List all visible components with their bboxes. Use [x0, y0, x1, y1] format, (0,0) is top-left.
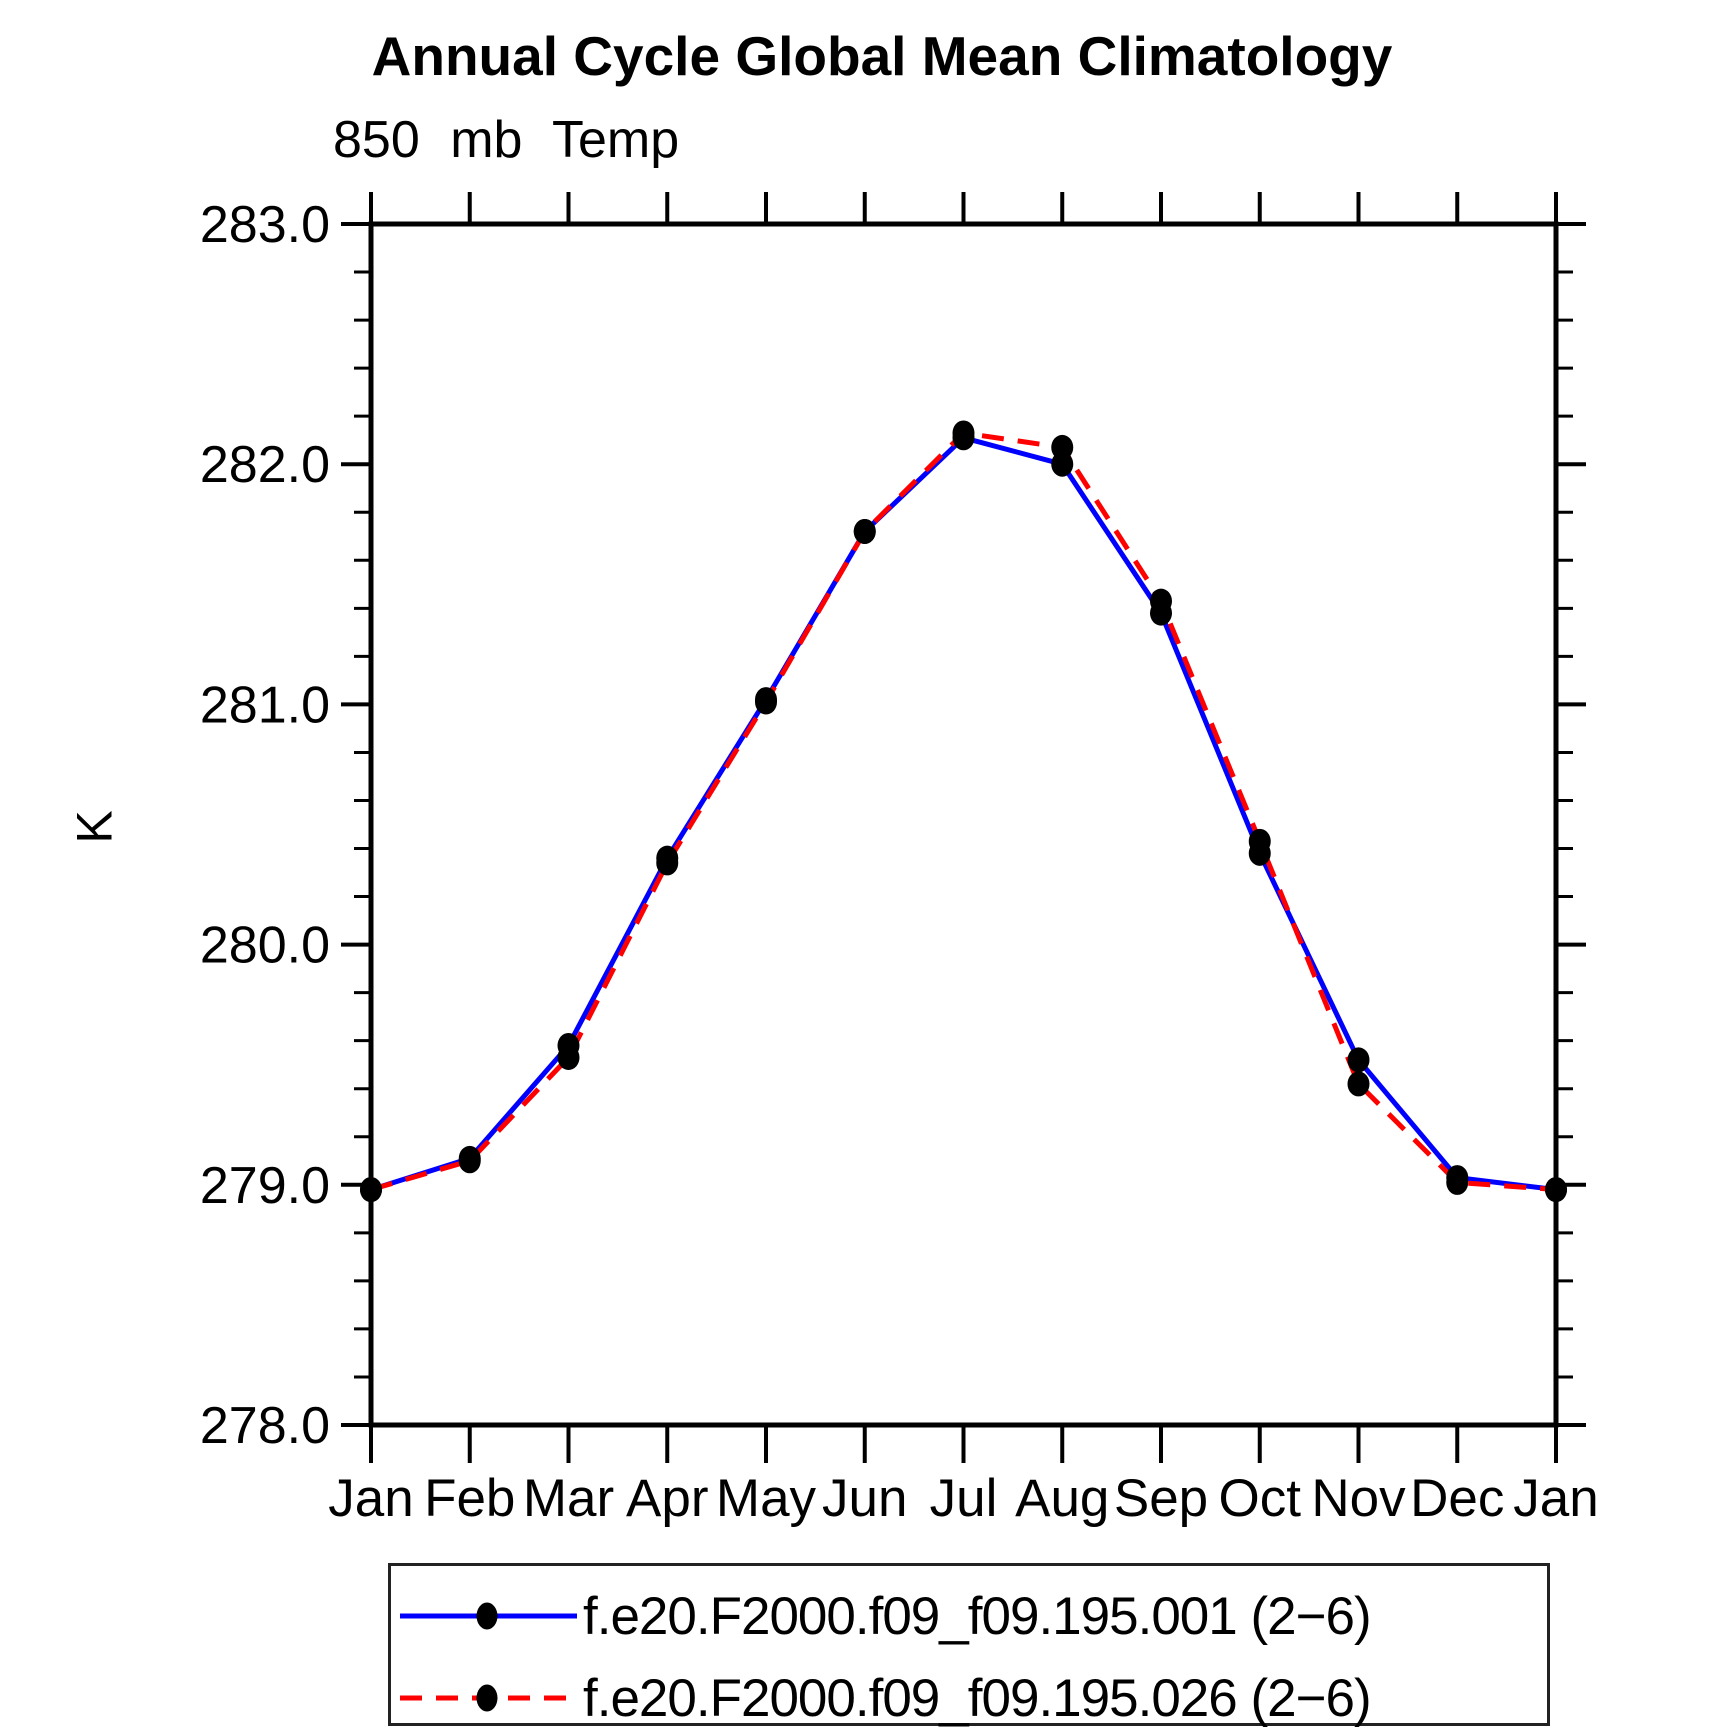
- x-axis-tick-label: Sep: [1114, 1469, 1208, 1528]
- x-axis-tick-label: Jan: [328, 1469, 413, 1528]
- chart-subtitle: 850 mb Temp: [333, 111, 680, 169]
- data-point-marker-series-1: [1347, 1071, 1370, 1097]
- legend: f.e20.F2000.f09_f09.195.001 (2−6) f.e20.…: [388, 1563, 1550, 1728]
- data-point-marker-series-1: [656, 850, 679, 876]
- data-point-marker-series-1: [1446, 1169, 1469, 1195]
- legend-entry: f.e20.F2000.f09_f09.195.026 (2−6): [397, 1669, 1372, 1728]
- data-point-marker-series-1: [1545, 1177, 1567, 1203]
- x-axis-tick-label: Jan: [1513, 1469, 1598, 1528]
- series-line-1: [370, 430, 1557, 1193]
- legend-label: f.e20.F2000.f09_f09.195.001 (2−6): [583, 1586, 1372, 1646]
- y-axis-tick-label: 278.0: [200, 1397, 330, 1455]
- x-axis-tick-label: Jul: [930, 1469, 998, 1528]
- y-axis-tick-label: 281.0: [200, 676, 330, 734]
- chart-title: Annual Cycle Global Mean Climatology: [371, 25, 1393, 87]
- data-point-marker-series-1: [853, 518, 876, 544]
- y-axis-tick-label: 279.0: [200, 1157, 330, 1215]
- x-axis-tick-label: Mar: [523, 1469, 614, 1528]
- x-axis-tick-label: Apr: [626, 1469, 708, 1528]
- data-point-marker-series-1: [360, 1177, 382, 1203]
- data-point-marker-series-1: [952, 420, 975, 446]
- x-axis-tick-label: Aug: [1015, 1469, 1109, 1528]
- legend-entry: f.e20.F2000.f09_f09.195.001 (2−6): [397, 1587, 1372, 1646]
- x-axis-tick-label: Dec: [1410, 1469, 1504, 1528]
- data-point-marker-series-1: [458, 1148, 481, 1174]
- y-axis-tick-label: 282.0: [200, 436, 330, 494]
- data-point-marker-series-1: [557, 1044, 580, 1070]
- x-axis-tick-label: Oct: [1219, 1469, 1302, 1528]
- data-point-marker-series-0: [1347, 1047, 1370, 1073]
- plot-frame: [368, 221, 1559, 1428]
- legend-marker-icon: [476, 1684, 498, 1712]
- y-axis-tick-label: 280.0: [200, 917, 330, 975]
- x-axis-tick-label: May: [716, 1469, 817, 1528]
- legend-label: f.e20.F2000.f09_f09.195.026 (2−6): [583, 1668, 1372, 1728]
- data-point-marker-series-1: [1248, 828, 1271, 854]
- legend-line-sample: [400, 1684, 577, 1712]
- data-point-marker-series-1: [755, 689, 777, 715]
- x-axis-tick-label: Feb: [424, 1469, 515, 1528]
- x-axis-tick-label: Jun: [822, 1469, 907, 1528]
- data-point-marker-series-1: [1150, 588, 1172, 614]
- legend-marker-icon: [476, 1602, 498, 1630]
- data-point-marker-series-1: [1051, 434, 1074, 460]
- x-axis-tick-label: Nov: [1311, 1469, 1406, 1528]
- y-axis-tick-label: 283.0: [200, 196, 330, 254]
- legend-line-sample: [400, 1602, 577, 1630]
